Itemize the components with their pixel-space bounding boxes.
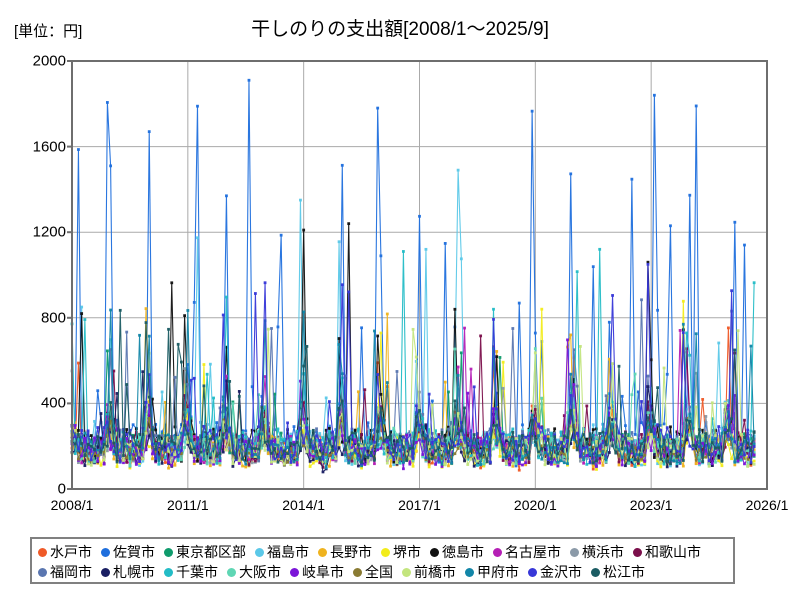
legend-label: 堺市 [393, 544, 421, 560]
x-tick-label: 2023/1 [629, 497, 673, 513]
legend-marker-icon [101, 567, 110, 577]
legend-row: 福岡市 札幌市 千葉市 大阪市 岐阜市 全国 前橋市 甲府市 金沢市 松江市 [38, 562, 733, 582]
legend-item-福岡市[interactable]: 福岡市 [38, 565, 92, 579]
legend-item-横浜市[interactable]: 横浜市 [570, 545, 624, 559]
legend-label: 東京都区部 [176, 544, 246, 560]
legend-marker-icon [493, 547, 502, 557]
y-axis-ticks: 2000 1600 1200 800 400 0 [0, 0, 66, 600]
legend-label: 札幌市 [113, 564, 155, 580]
legend-item-堺市[interactable]: 堺市 [381, 545, 421, 559]
legend-label: 福岡市 [50, 564, 92, 580]
legend-item-松江市[interactable]: 松江市 [591, 565, 645, 579]
legend-label: 松江市 [603, 564, 645, 580]
legend-item-岐阜市[interactable]: 岐阜市 [290, 565, 344, 579]
legend-label: 甲府市 [477, 564, 519, 580]
legend-item-札幌市[interactable]: 札幌市 [101, 565, 155, 579]
plot-frame [71, 60, 768, 490]
legend-marker-icon [528, 567, 537, 577]
x-tick-label: 2020/1 [513, 497, 557, 513]
legend-marker-icon [570, 547, 579, 557]
legend-marker-icon [227, 567, 236, 577]
legend-marker-icon [38, 567, 47, 577]
legend-marker-icon [402, 567, 411, 577]
legend-item-水戸市[interactable]: 水戸市 [38, 545, 92, 559]
legend-marker-icon [164, 567, 173, 577]
legend-row: 水戸市 佐賀市 東京都区部 福島市 長野市 堺市 徳島市 名古屋市 横浜市 和歌山市 [38, 542, 733, 562]
legend-marker-icon [591, 567, 600, 577]
legend-marker-icon [318, 547, 327, 557]
legend-label: 金沢市 [540, 564, 582, 580]
series-松江市 [70, 308, 756, 466]
legend-label: 前橋市 [414, 564, 456, 580]
legend: 水戸市 佐賀市 東京都区部 福島市 長野市 堺市 徳島市 名古屋市 横浜市 和歌山市福岡市 札幌市 千… [30, 537, 735, 584]
legend-label: 全国 [365, 564, 393, 580]
x-tick-label: 2008/1 [50, 497, 94, 513]
legend-label: 徳島市 [442, 544, 484, 560]
x-tick-label: 2017/1 [398, 497, 441, 513]
unit-label: [単位：円] [14, 23, 83, 40]
legend-label: 名古屋市 [505, 544, 561, 560]
legend-marker-icon [255, 547, 264, 557]
legend-label: 千葉市 [176, 564, 218, 580]
y-tick-label: 400 [40, 394, 66, 412]
legend-label: 長野市 [330, 544, 372, 560]
legend-item-福島市[interactable]: 福島市 [255, 545, 309, 559]
legend-item-甲府市[interactable]: 甲府市 [465, 565, 519, 579]
legend-item-金沢市[interactable]: 金沢市 [528, 565, 582, 579]
y-tick-label: 1600 [32, 138, 66, 156]
legend-item-和歌山市[interactable]: 和歌山市 [633, 545, 701, 559]
legend-marker-icon [101, 547, 110, 557]
legend-label: 佐賀市 [113, 544, 155, 560]
legend-marker-icon [430, 547, 439, 557]
legend-label: 岐阜市 [302, 564, 344, 580]
legend-marker-icon [290, 567, 299, 577]
legend-marker-icon [465, 567, 474, 577]
legend-item-前橋市[interactable]: 前橋市 [402, 565, 456, 579]
chart-title: 干しのりの支出額[2008/1～2025/9] [251, 19, 549, 40]
y-tick-label: 2000 [32, 52, 66, 70]
legend-marker-icon [38, 547, 47, 557]
legend-marker-icon [381, 547, 390, 557]
legend-item-千葉市[interactable]: 千葉市 [164, 565, 218, 579]
legend-marker-icon [633, 547, 642, 557]
legend-label: 大阪市 [239, 564, 281, 580]
legend-label: 水戸市 [50, 544, 92, 560]
legend-label: 和歌山市 [645, 544, 701, 560]
legend-item-名古屋市[interactable]: 名古屋市 [493, 545, 561, 559]
legend-item-佐賀市[interactable]: 佐賀市 [101, 545, 155, 559]
legend-item-長野市[interactable]: 長野市 [318, 545, 372, 559]
legend-label: 横浜市 [582, 544, 624, 560]
legend-marker-icon [164, 547, 173, 557]
x-tick-label: 2026/1 [745, 497, 789, 513]
legend-item-全国[interactable]: 全国 [353, 565, 393, 579]
legend-label: 福島市 [267, 544, 309, 560]
legend-item-徳島市[interactable]: 徳島市 [430, 545, 484, 559]
y-tick-label: 1200 [32, 223, 66, 241]
legend-item-東京都区部[interactable]: 東京都区部 [164, 545, 246, 559]
x-tick-label: 2011/1 [166, 497, 209, 513]
legend-marker-icon [353, 567, 362, 577]
y-tick-label: 0 [57, 480, 66, 498]
y-tick-label: 800 [40, 309, 66, 327]
legend-item-大阪市[interactable]: 大阪市 [227, 565, 281, 579]
x-tick-label: 2014/1 [282, 497, 326, 513]
